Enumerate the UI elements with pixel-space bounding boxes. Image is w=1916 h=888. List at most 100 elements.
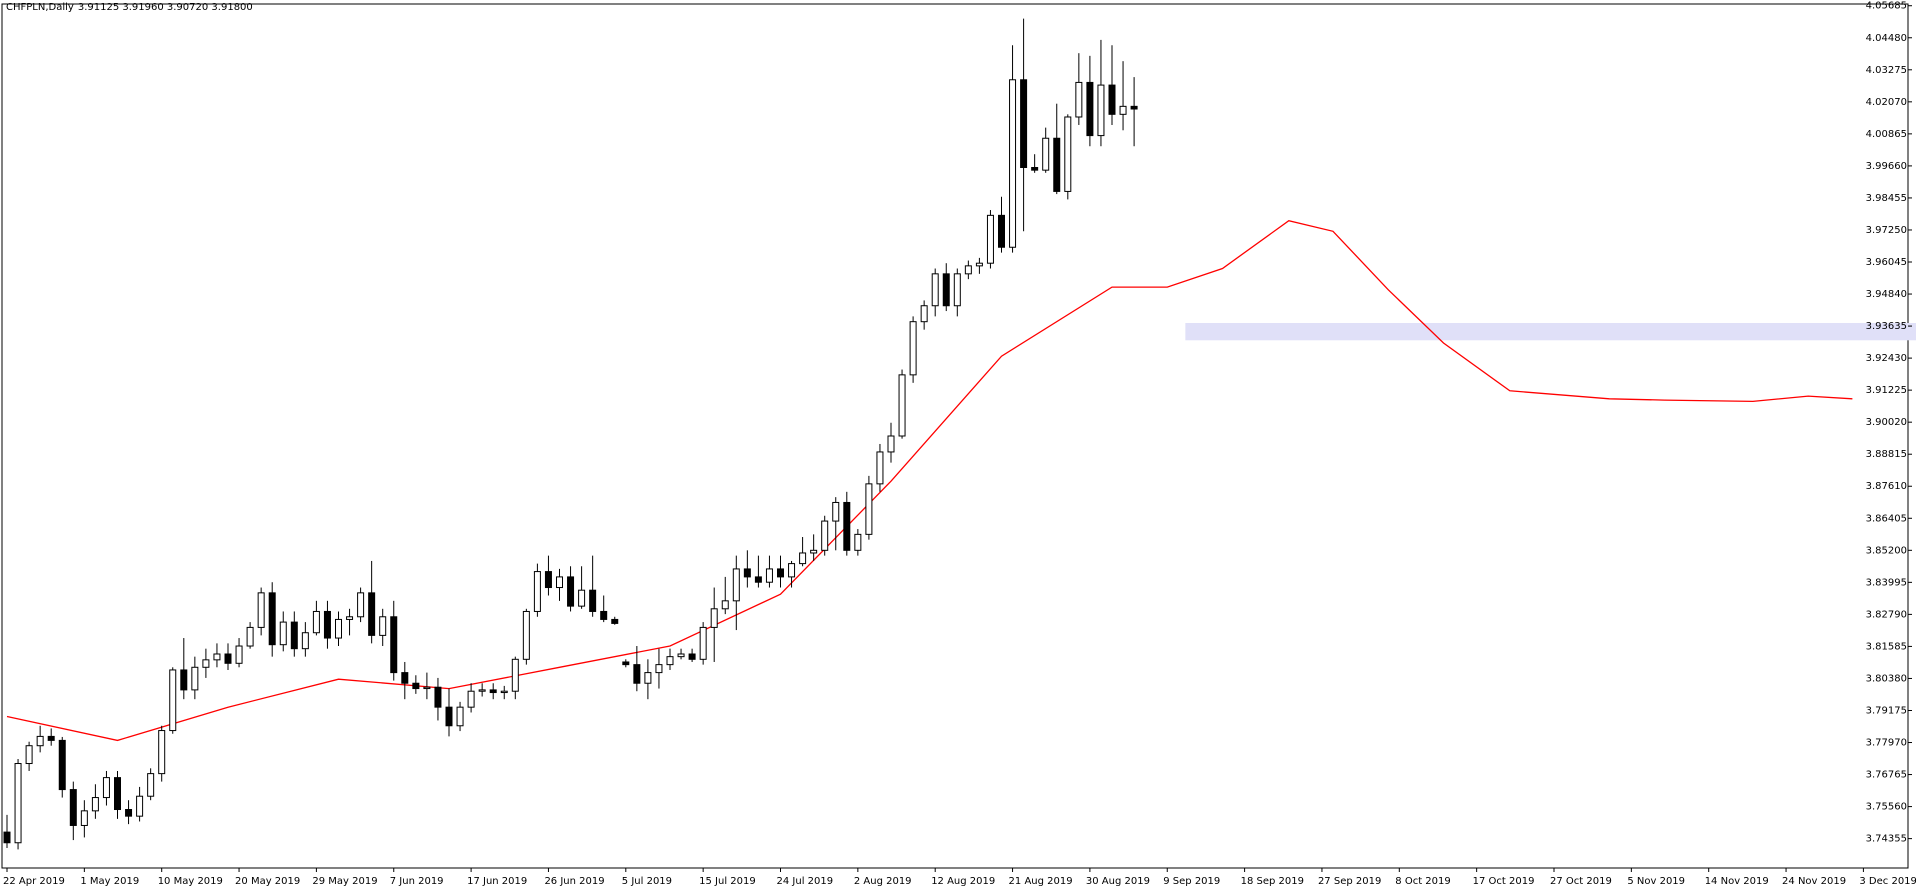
candle-body (191, 666, 199, 691)
candle-body (235, 645, 243, 664)
candle-body (102, 777, 110, 799)
x-tick-label: 22 Apr 2019 (3, 876, 65, 887)
candle-body (633, 664, 641, 684)
candle-body (788, 563, 796, 578)
candle-body (3, 831, 11, 844)
candle-body (1020, 79, 1028, 168)
candle-body (622, 661, 630, 666)
y-tick-label: 4.00865 (1866, 129, 1907, 140)
candle-body (975, 262, 983, 267)
candle-body (125, 809, 133, 817)
candle-body (213, 653, 221, 661)
x-tick-label: 27 Oct 2019 (1550, 876, 1612, 887)
candle-body (710, 608, 718, 628)
y-tick-label: 3.83995 (1866, 577, 1907, 588)
candle-body (136, 795, 144, 817)
candle-body (147, 773, 155, 797)
candle-body (1086, 81, 1094, 137)
candle-body (799, 552, 807, 565)
candle-body (445, 706, 453, 727)
candle-body (346, 616, 354, 620)
candle-body (721, 600, 729, 610)
y-tick-label: 4.02070 (1866, 97, 1907, 108)
y-tick-label: 3.79175 (1866, 705, 1907, 716)
candle-body (578, 589, 586, 607)
candle-body (47, 735, 55, 741)
candle-body (489, 689, 497, 694)
moving-average-line (6, 219, 1853, 742)
candle-body (754, 576, 762, 583)
candle-body (688, 653, 696, 660)
y-tick-label: 3.91225 (1866, 385, 1907, 396)
ohlc-readout: 3.91125 3.91960 3.90720 3.91800 (77, 2, 253, 13)
candle-body (887, 435, 895, 453)
x-tick-label: 12 Aug 2019 (931, 876, 995, 887)
candle-body (290, 621, 298, 650)
x-tick-label: 29 May 2019 (312, 876, 377, 887)
candle-body (379, 616, 387, 636)
y-tick-label: 3.97250 (1866, 225, 1907, 236)
candle-body (312, 610, 320, 634)
y-tick-label: 3.98455 (1866, 193, 1907, 204)
resistance-zone (1185, 323, 1916, 341)
x-tick-label: 24 Nov 2019 (1782, 876, 1846, 887)
x-tick-label: 24 Jul 2019 (777, 876, 834, 887)
candle-body (743, 568, 751, 578)
candle-body (423, 686, 431, 690)
x-tick-label: 26 Jun 2019 (544, 876, 604, 887)
y-tick-label: 3.93635 (1866, 321, 1907, 332)
candle-body (180, 669, 188, 691)
candle-body (246, 626, 254, 647)
candle-body (279, 621, 287, 646)
candle-body (1064, 116, 1072, 192)
candle-body (224, 653, 232, 664)
x-tick-label: 3 Dec 2019 (1859, 876, 1916, 887)
x-tick-label: 15 Jul 2019 (699, 876, 756, 887)
y-tick-label: 3.82790 (1866, 609, 1907, 620)
y-tick-label: 4.05685 (1866, 1, 1907, 12)
x-tick-label: 10 May 2019 (158, 876, 223, 887)
y-tick-label: 3.94840 (1866, 289, 1907, 300)
y-tick-label: 3.87610 (1866, 481, 1907, 492)
candle-body (500, 690, 508, 694)
candle-body (456, 706, 464, 727)
candle-body (1053, 137, 1061, 192)
x-tick-label: 30 Aug 2019 (1086, 876, 1150, 887)
candle-body (942, 273, 950, 307)
candle-body (644, 672, 652, 684)
candle-body (390, 616, 398, 674)
y-tick-label: 3.76765 (1866, 770, 1907, 781)
y-tick-label: 3.86405 (1866, 513, 1907, 524)
plot-frame (1, 3, 1909, 869)
y-tick-label: 3.81585 (1866, 641, 1907, 652)
candle-body (898, 374, 906, 437)
y-tick-label: 3.90020 (1866, 417, 1907, 428)
candle-body (810, 549, 818, 554)
y-tick-label: 3.88815 (1866, 449, 1907, 460)
candle-body (986, 214, 994, 264)
candle-body (36, 735, 44, 747)
candle-body (1009, 79, 1017, 248)
y-tick-label: 3.80380 (1866, 673, 1907, 684)
candle-body (401, 672, 409, 684)
candle-body (611, 618, 619, 624)
candle-body (589, 589, 597, 612)
candle-body (412, 682, 420, 690)
candle-body (69, 789, 77, 826)
x-tick-label: 17 Jun 2019 (467, 876, 527, 887)
x-tick-label: 9 Sep 2019 (1163, 876, 1220, 887)
candle-body (699, 626, 707, 660)
y-tick-label: 3.75560 (1866, 802, 1907, 813)
y-tick-label: 4.03275 (1866, 65, 1907, 76)
candle-body (677, 653, 685, 658)
x-tick-label: 27 Sep 2019 (1318, 876, 1381, 887)
candle-body (91, 797, 99, 812)
candle-body (114, 777, 121, 811)
candle-body (533, 571, 541, 612)
candle-body (335, 618, 342, 639)
candle-body (80, 810, 88, 826)
x-tick-label: 14 Nov 2019 (1705, 876, 1769, 887)
candle-body (1075, 81, 1083, 118)
